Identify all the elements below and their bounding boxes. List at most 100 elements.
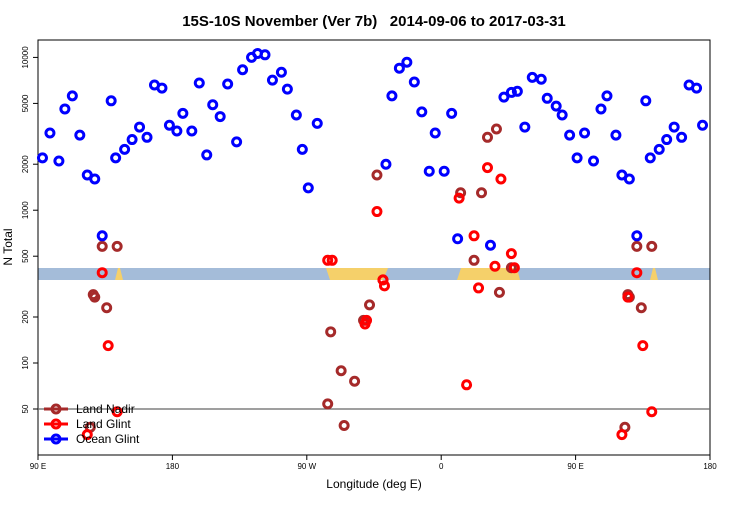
point [408,76,420,88]
point [66,90,78,102]
point [631,240,643,252]
plot-frame [37,39,711,456]
point [96,240,108,252]
point [371,206,383,218]
point [490,123,502,135]
point [156,82,168,94]
legend-marker [50,433,62,445]
point [102,340,114,352]
x-axis-label: Longitude (deg E) [326,477,421,491]
legend-marker [50,418,62,430]
point [378,280,390,292]
y-tick-label: 100 [21,356,30,370]
map-strip [38,268,710,280]
y-tick-label: 10000 [21,46,30,69]
point [89,173,101,185]
point [111,240,123,252]
point [493,286,505,298]
point [508,262,520,274]
point [377,274,389,286]
point [81,429,93,441]
x-tick-label: 90 E [30,462,46,471]
point [495,173,507,185]
x-tick-label: 0 [439,462,444,471]
point [259,49,271,61]
point [96,230,108,242]
point [322,254,334,266]
point [579,127,591,139]
point [53,155,65,167]
legend-marker [50,403,62,415]
point [468,230,480,242]
point [511,85,523,97]
point [610,129,622,141]
point [661,134,673,146]
point [556,109,568,121]
point [644,152,656,164]
point [119,143,131,155]
point [423,165,435,177]
point [311,117,323,129]
point [222,78,234,90]
point [134,121,146,133]
point [653,143,665,155]
point [89,291,101,303]
chart-title: 15S-10S November (Ver 7b) 2014-09-06 to … [182,13,566,30]
point [44,127,56,139]
point [691,82,703,94]
point [36,152,48,164]
point [322,398,334,410]
point [380,158,392,170]
point [498,91,510,103]
x-tick-label: 180 [703,462,717,471]
y-tick-label: 50 [21,404,30,413]
point [177,107,189,119]
point [386,90,398,102]
point [455,187,467,199]
point [364,299,376,311]
point [631,267,643,279]
point [631,230,643,242]
point [416,106,428,118]
point [141,131,153,143]
point [105,95,117,107]
point [214,111,226,123]
point [101,302,113,314]
point [338,419,350,431]
point [473,282,485,294]
x-tick-label: 180 [166,462,180,471]
legend-label: Land Glint [76,417,131,431]
point [676,131,688,143]
point [623,173,635,185]
point [541,92,553,104]
point [110,152,122,164]
point [535,73,547,85]
point [640,95,652,107]
point [186,125,198,137]
point [637,340,649,352]
legend-label: Ocean Glint [76,432,140,446]
point [349,375,361,387]
point [266,74,278,86]
point [371,169,383,181]
point [550,100,562,112]
y-tick-label: 1000 [21,201,30,219]
point [163,119,175,131]
point [453,192,465,204]
point [201,149,213,161]
point [622,291,634,303]
point [564,129,576,141]
point [281,83,293,95]
point [275,66,287,78]
point [505,248,517,260]
point [481,162,493,174]
point [302,182,314,194]
point [468,254,480,266]
y-tick-label: 2000 [21,155,30,173]
point [361,314,373,326]
point [484,239,496,251]
point [96,267,108,279]
y-tick-label: 200 [21,310,30,324]
legend-label: Land Nadir [76,402,135,416]
